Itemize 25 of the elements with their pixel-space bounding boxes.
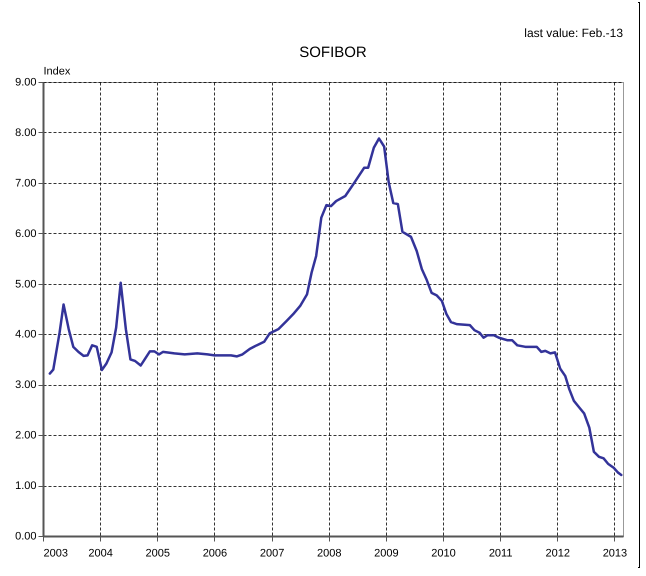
y-tick-label: 3.00 <box>15 379 36 392</box>
x-tick-label: 2003 <box>44 548 68 560</box>
y-axis-title: Index <box>44 66 71 78</box>
x-tick-label: 2004 <box>88 548 113 560</box>
y-tick-label: 0.00 <box>15 530 36 542</box>
x-tick-label: 2009 <box>374 548 399 560</box>
y-tick-label: 5.00 <box>15 278 36 290</box>
line-series <box>48 137 623 476</box>
y-tick-label: 7.00 <box>15 177 36 190</box>
y-tick-label: 1.00 <box>15 480 36 492</box>
x-tick-label: 2012 <box>546 548 570 560</box>
y-tick-label: 8.00 <box>15 126 36 139</box>
y-tick-label: 4.00 <box>15 328 36 341</box>
x-tick-label: 2011 <box>488 548 512 560</box>
x-tick-label: 2005 <box>146 548 170 560</box>
x-tick-label: 2010 <box>431 548 456 560</box>
y-tick-label: 9.00 <box>15 76 36 88</box>
chart-title: SOFIBOR <box>299 44 367 61</box>
y-tick-label: 2.00 <box>15 430 36 442</box>
x-tick-label: 2007 <box>260 548 284 560</box>
x-tick-label: 2006 <box>202 548 228 560</box>
y-tick-label: 6.00 <box>15 228 36 240</box>
text: last value: Feb.-13 <box>524 26 624 40</box>
x-tick-label: 2013 <box>602 548 628 560</box>
x-tick-label: 2008 <box>316 548 342 560</box>
